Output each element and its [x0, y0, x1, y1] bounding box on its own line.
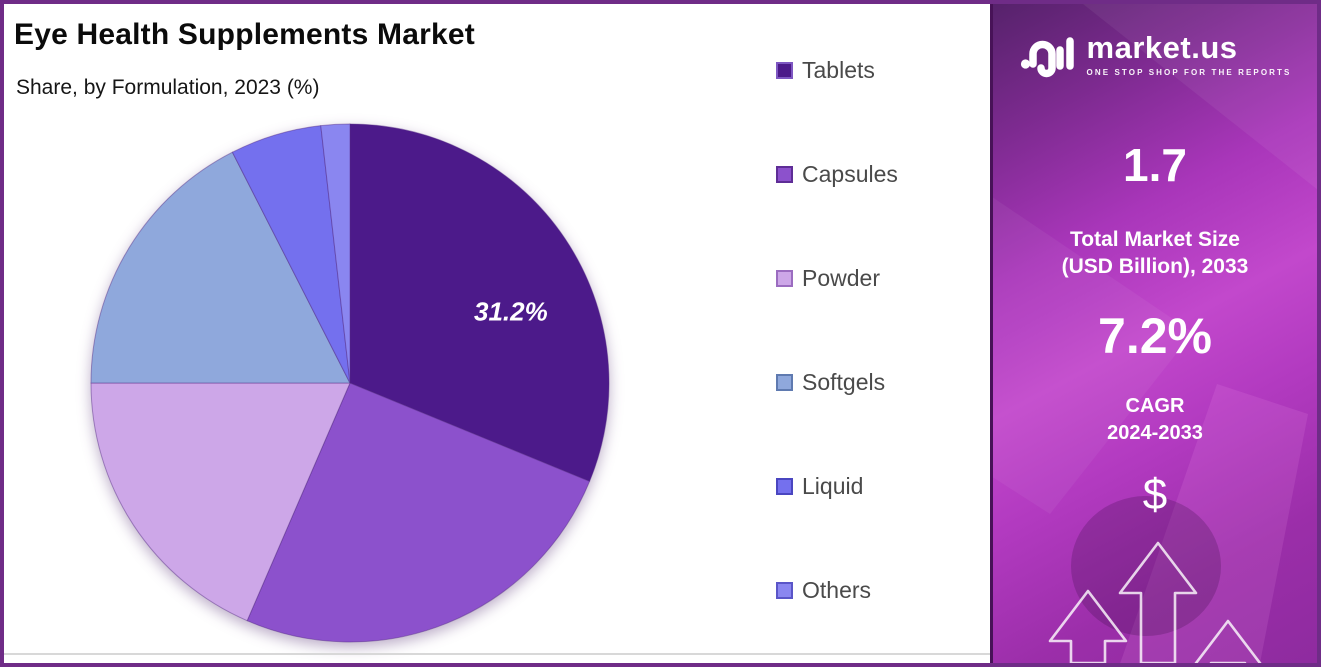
- legend-swatch-icon: [776, 373, 793, 391]
- cagr-label: CAGR 2024-2033: [993, 393, 1317, 447]
- legend-swatch-icon: [776, 165, 793, 183]
- pie-slice-label: 31.2%: [474, 296, 548, 326]
- brand-sidebar: market.us ONE STOP SHOP FOR THE REPORTS …: [990, 4, 1317, 663]
- legend-label: Tablets: [802, 56, 875, 83]
- market-size-label-line1: Total Market Size: [1070, 228, 1240, 251]
- dollar-icon: $: [1142, 469, 1168, 519]
- marketus-logo-icon: [1020, 37, 1074, 78]
- pie-slice-tablets: [349, 123, 610, 483]
- legend-label: Others: [802, 576, 872, 603]
- market-size-label-line2: (USD Billion), 2033: [1061, 255, 1249, 279]
- growth-arrows-icon: [1048, 541, 1262, 663]
- bottom-divider: [4, 653, 990, 655]
- pie-slice-powder: [90, 382, 351, 622]
- legend-item-liquid: Liquid: [776, 472, 986, 500]
- market-size-value: 1.7: [1123, 139, 1187, 191]
- legend-swatch-icon: [776, 269, 793, 287]
- market-size-label: Total Market Size (USD Billion), 2033: [993, 226, 1317, 281]
- legend-label: Capsules: [802, 160, 898, 187]
- legend-item-softgels: Softgels: [776, 368, 986, 396]
- pie-chart: 31.2%: [90, 123, 610, 643]
- pie-slice-capsules: [246, 382, 591, 643]
- cagr-label-line1: CAGR: [1125, 394, 1185, 417]
- legend-swatch-icon: [776, 61, 793, 79]
- legend-item-tablets: Tablets: [776, 56, 986, 84]
- legend-item-powder: Powder: [776, 264, 986, 292]
- legend-swatch-icon: [776, 477, 793, 495]
- legend-label: Softgels: [802, 368, 886, 395]
- chart-legend: Tablets Capsules Powder Softgels Liquid Other…: [776, 56, 986, 663]
- chart-subtitle: Share, by Formulation, 2023 (%): [16, 76, 320, 99]
- legend-item-others: Others: [776, 576, 986, 604]
- page-title: Eye Health Supplements Market: [14, 18, 475, 51]
- logo-dot: [1020, 59, 1030, 69]
- up-arrow-icon: [1194, 619, 1262, 663]
- legend-label: Powder: [802, 264, 880, 291]
- cagr-value: 7.2%: [1098, 307, 1212, 364]
- legend-item-capsules: Capsules: [776, 160, 986, 188]
- cagr-label-line2: 2024-2033: [1107, 421, 1203, 444]
- brand-wordmark: market.us ONE STOP SHOP FOR THE REPORTS: [1087, 32, 1292, 77]
- brand-logo: market.us ONE STOP SHOP FOR THE REPORTS: [993, 28, 1317, 80]
- legend-swatch-icon: [776, 581, 793, 599]
- chart-panel: Eye Health Supplements Market Share, by …: [4, 4, 990, 663]
- brand-name: market.us: [1086, 29, 1238, 65]
- pie-slice-liquid: [231, 125, 351, 384]
- up-arrow-icon: [1118, 541, 1198, 663]
- brand-tagline: ONE STOP SHOP FOR THE REPORTS: [1086, 67, 1292, 77]
- up-arrow-icon: [1048, 589, 1128, 663]
- legend-label: Liquid: [802, 472, 864, 499]
- pie-slice-others: [320, 123, 351, 384]
- pie-slice-softgels: [90, 151, 351, 384]
